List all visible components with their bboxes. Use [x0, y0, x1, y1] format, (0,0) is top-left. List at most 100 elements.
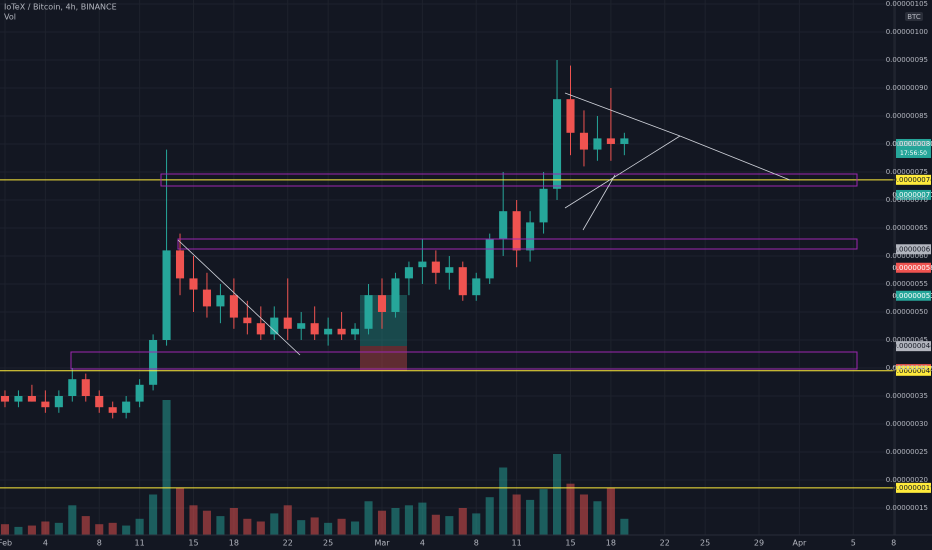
volume-bar: [593, 501, 602, 535]
y-tick-label: 0.00000015: [886, 504, 928, 512]
volume-bar: [539, 489, 548, 535]
volume-bar: [431, 514, 440, 535]
volume-bar: [472, 513, 481, 535]
trend-line: [177, 239, 301, 356]
price-tag: [896, 244, 931, 255]
y-tick-label: 0.00000040: [886, 364, 928, 372]
candle-body: [202, 289, 211, 307]
volume-bar: [135, 518, 144, 535]
x-tick-label: 8: [97, 539, 102, 548]
y-tick-label: 0.00000065: [886, 224, 928, 232]
candle-body: [108, 407, 117, 413]
volume-label: Vol: [4, 13, 16, 22]
candle-body: [162, 250, 171, 340]
volume-bar: [54, 522, 63, 535]
candle-body: [377, 295, 387, 312]
y-tick-label: 0.00000045: [886, 336, 928, 344]
x-tick-label: 18: [606, 539, 616, 548]
volume-bar: [606, 487, 615, 535]
currency-badge[interactable]: [905, 12, 923, 21]
candle-body: [229, 295, 238, 318]
candle-body: [189, 278, 198, 290]
candle-body: [283, 317, 292, 329]
currency: BTC: [907, 13, 921, 21]
levels: 0.00000080 0.00000074 0.00000071 0.00000061…: [0, 138, 932, 493]
trend-line: [582, 174, 616, 231]
candle-body: [579, 132, 589, 150]
x-tick-label: 11: [135, 539, 145, 548]
volume-bar: [27, 525, 36, 535]
candle-body: [14, 395, 23, 402]
price-tag: [896, 174, 931, 185]
volume-bar: [404, 505, 413, 535]
x-tick-label: 15: [188, 539, 198, 548]
volume-bar: [297, 520, 306, 535]
volume-bar: [162, 400, 171, 535]
volume-bar: [149, 494, 158, 535]
trend-line: [564, 92, 681, 137]
candle-body: [606, 138, 615, 144]
x-tick-label: 15: [565, 539, 575, 548]
volume-bar: [337, 518, 346, 535]
y-tick-label: 0.00000060: [886, 252, 928, 260]
zone-rect: [177, 238, 858, 250]
candle-body: [404, 267, 413, 279]
candle-body: [216, 295, 225, 307]
zone-rect: [70, 351, 858, 370]
chart-title: IoTeX / Bitcoin, 4h, BINANCE: [4, 3, 117, 12]
volume-bar: [620, 518, 629, 535]
candle-body: [41, 401, 50, 408]
candle-body: [243, 317, 252, 324]
volume-bar: [108, 522, 117, 535]
volume-bar: [445, 516, 454, 535]
volume-bar: [458, 508, 467, 535]
price-tag-label: 0.00000040: [892, 367, 932, 375]
candle-body: [593, 138, 602, 150]
y-tick-label: 0.00000105: [886, 0, 928, 8]
candle-body: [418, 261, 427, 268]
volume-bar: [552, 454, 562, 535]
volume-bar: [391, 508, 400, 535]
x-tick-label: 5: [851, 539, 856, 548]
price-tag-label: 0.00000053: [892, 292, 932, 300]
x-tick-label: 8: [891, 539, 896, 548]
candle-body: [620, 138, 629, 144]
candle-body: [256, 323, 265, 335]
volume-bar: [485, 497, 494, 535]
volume-bar: [377, 510, 387, 535]
candle-body: [135, 384, 144, 402]
volume-bar: [418, 502, 427, 535]
volume-bar: [324, 522, 333, 535]
price-tag: [896, 189, 931, 200]
x-tick-label: 11: [512, 539, 522, 548]
zone-rect: [160, 173, 858, 187]
candle-body: [122, 401, 131, 413]
volume-bar: [0, 524, 10, 535]
candle-body: [458, 267, 467, 296]
candle-body: [351, 328, 360, 335]
price-tag-label: 0.00000080: [892, 140, 932, 148]
candle-body: [485, 239, 494, 279]
candle-body: [54, 395, 63, 408]
price-tag: [896, 482, 931, 493]
candle-body: [310, 323, 319, 335]
y-tick-label: 0.00000085: [886, 112, 928, 120]
grid: [0, 0, 895, 535]
candle-body: [95, 395, 104, 408]
volume-bar: [351, 521, 360, 535]
candle-body: [0, 395, 10, 402]
candle-body: [499, 211, 508, 240]
volume-bar: [202, 510, 211, 535]
price-tag-label: 0.00000061: [892, 245, 932, 253]
position-loss: [360, 346, 407, 371]
candle-body: [566, 99, 575, 133]
countdown: 17:56:50: [900, 150, 927, 157]
y-tick-label: 0.00000070: [886, 196, 928, 204]
volume-bar: [14, 526, 23, 535]
y-tick-label: 0.00000050: [886, 308, 928, 316]
drawings-top: [70, 92, 858, 370]
y-tick-label: 0.00000020: [886, 476, 928, 484]
price-tag-label: 0.00000058: [892, 264, 932, 272]
volume-bar: [270, 513, 279, 535]
